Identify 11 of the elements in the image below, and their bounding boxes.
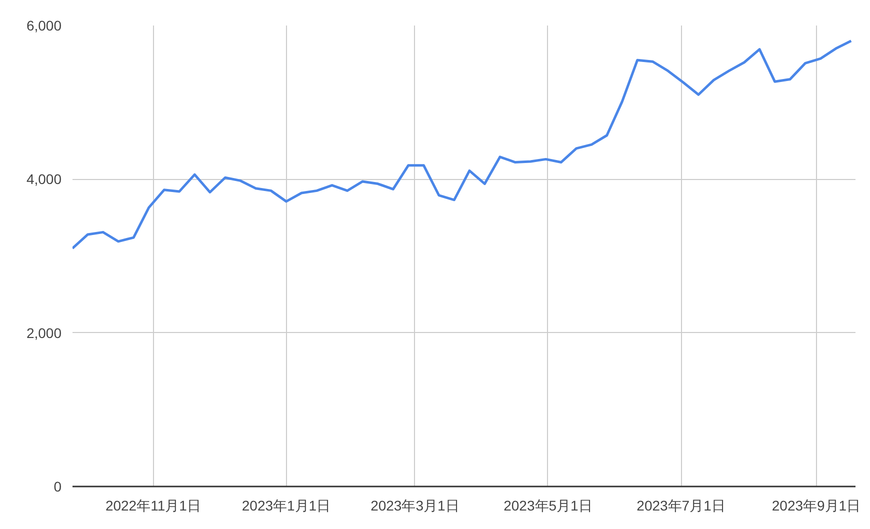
line-series xyxy=(72,40,852,250)
x-tick-label: 2022年11月1日 xyxy=(105,498,201,514)
x-tick-label: 2023年3月1日 xyxy=(370,498,460,514)
x-tick-label: 2023年5月1日 xyxy=(504,498,592,514)
y-tick-label: 0 xyxy=(54,478,62,494)
y-tick-label: 2,000 xyxy=(26,324,62,341)
x-tick-label: 2023年9月1日 xyxy=(772,498,861,514)
x-tick-label: 2023年7月1日 xyxy=(636,498,726,514)
x-tick-label: 2023年1月1日 xyxy=(242,498,331,514)
y-tick-label: 6,000 xyxy=(26,18,62,34)
y-tick-label: 4,000 xyxy=(26,171,62,188)
